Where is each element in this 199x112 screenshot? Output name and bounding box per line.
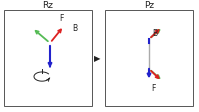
Text: F: F	[59, 14, 63, 23]
Text: F: F	[151, 84, 155, 92]
Text: B: B	[152, 29, 157, 38]
Text: Rz: Rz	[43, 1, 54, 10]
Text: ▶: ▶	[94, 53, 100, 62]
FancyBboxPatch shape	[4, 11, 92, 106]
Text: B: B	[72, 24, 77, 33]
Text: Pz: Pz	[144, 1, 154, 10]
FancyBboxPatch shape	[105, 11, 193, 106]
